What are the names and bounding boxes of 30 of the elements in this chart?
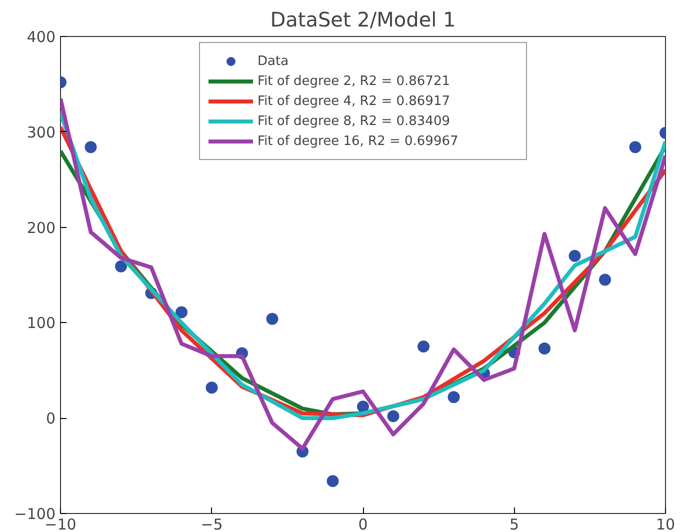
point	[357, 400, 369, 413]
legend-label: Data	[258, 54, 290, 68]
x-tick-label: 5	[509, 516, 520, 532]
y-tick-label: 400	[26, 28, 56, 46]
point	[176, 306, 188, 318]
point	[266, 312, 278, 325]
point	[387, 410, 400, 422]
y-tick-label: −100	[14, 505, 56, 523]
legend-label: Fit of degree 4, R2 = 0.86917	[258, 94, 451, 108]
point	[599, 274, 611, 286]
y-tick-label: 300	[26, 123, 56, 142]
legend-label: Fit of degree 16, R2 = 0.69967	[258, 134, 460, 148]
legend-label: Fit of degree 2, R2 = 0.86721	[258, 74, 451, 88]
legend-label: Fit of degree 8, R2 = 0.83409	[258, 114, 451, 128]
point	[448, 391, 460, 404]
point	[568, 250, 581, 262]
point	[206, 382, 218, 394]
point	[418, 340, 430, 353]
x-tick-label: −5	[200, 516, 223, 532]
y-tick-label: 200	[26, 218, 56, 237]
point	[84, 141, 97, 154]
x-tick-label: 10	[656, 516, 676, 532]
point	[538, 342, 550, 354]
y-tick-label: 100	[26, 314, 56, 332]
point	[326, 475, 339, 488]
point	[115, 260, 127, 272]
y-tick-label: 0	[46, 410, 56, 428]
chart-title: DataSet 2/Model 1	[270, 8, 456, 32]
point	[629, 141, 642, 154]
x-tick-label: 0	[358, 516, 368, 532]
